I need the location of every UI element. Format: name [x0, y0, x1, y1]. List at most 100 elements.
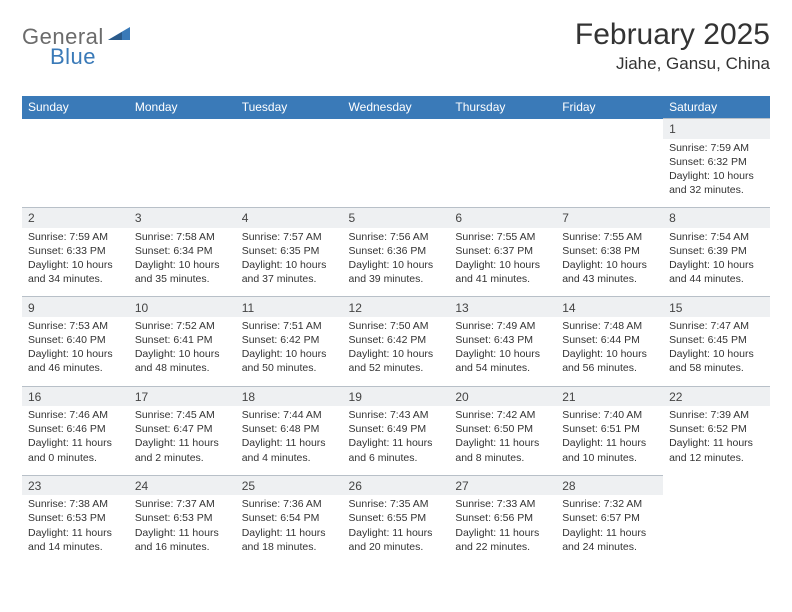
sunrise-text: Sunrise: 7:38 AM [28, 497, 123, 511]
location-subtitle: Jiahe, Gansu, China [575, 54, 770, 74]
sunset-text: Sunset: 6:35 PM [242, 244, 337, 258]
sunset-text: Sunset: 6:39 PM [669, 244, 764, 258]
daylight-text-2: and 39 minutes. [349, 272, 444, 286]
daylight-text-2: and 43 minutes. [562, 272, 657, 286]
day-number: 28 [556, 475, 663, 495]
day-number: 13 [449, 297, 556, 317]
day-number: 14 [556, 297, 663, 317]
daylight-text-2: and 54 minutes. [455, 361, 550, 375]
daylight-text-2: and 46 minutes. [28, 361, 123, 375]
sunrise-text: Sunrise: 7:58 AM [135, 230, 230, 244]
daylight-text-1: Daylight: 10 hours [28, 258, 123, 272]
day-number: 18 [236, 386, 343, 406]
day-empty [236, 119, 343, 139]
sunset-text: Sunset: 6:48 PM [242, 422, 337, 436]
daylight-text-2: and 35 minutes. [135, 272, 230, 286]
sunrise-text: Sunrise: 7:43 AM [349, 408, 444, 422]
day-empty-details [556, 139, 663, 208]
dayhead-sunday: Sunday [22, 96, 129, 119]
sunset-text: Sunset: 6:33 PM [28, 244, 123, 258]
day-details: Sunrise: 7:37 AMSunset: 6:53 PMDaylight:… [129, 495, 236, 564]
daylight-text-1: Daylight: 10 hours [242, 347, 337, 361]
day-details: Sunrise: 7:59 AMSunset: 6:33 PMDaylight:… [22, 228, 129, 297]
daylight-text-2: and 58 minutes. [669, 361, 764, 375]
day-number: 6 [449, 208, 556, 228]
sunset-text: Sunset: 6:46 PM [28, 422, 123, 436]
daylight-text-1: Daylight: 10 hours [349, 258, 444, 272]
sunrise-text: Sunrise: 7:39 AM [669, 408, 764, 422]
sunset-text: Sunset: 6:57 PM [562, 511, 657, 525]
day-number: 3 [129, 208, 236, 228]
day-number: 22 [663, 386, 770, 406]
daylight-text-2: and 6 minutes. [349, 451, 444, 465]
day-number: 9 [22, 297, 129, 317]
brand-triangle-icon [108, 24, 130, 45]
sunset-text: Sunset: 6:44 PM [562, 333, 657, 347]
dayhead-saturday: Saturday [663, 96, 770, 119]
daylight-text-1: Daylight: 10 hours [242, 258, 337, 272]
day-details: Sunrise: 7:38 AMSunset: 6:53 PMDaylight:… [22, 495, 129, 564]
day-empty-details [22, 139, 129, 208]
daylight-text-1: Daylight: 10 hours [562, 258, 657, 272]
day-details: Sunrise: 7:33 AMSunset: 6:56 PMDaylight:… [449, 495, 556, 564]
sunrise-text: Sunrise: 7:40 AM [562, 408, 657, 422]
daylight-text-2: and 2 minutes. [135, 451, 230, 465]
day-number: 8 [663, 208, 770, 228]
day-details: Sunrise: 7:51 AMSunset: 6:42 PMDaylight:… [236, 317, 343, 386]
sunrise-text: Sunrise: 7:52 AM [135, 319, 230, 333]
brand-text-blue: Blue [50, 44, 96, 69]
daylight-text-1: Daylight: 11 hours [242, 526, 337, 540]
sunset-text: Sunset: 6:41 PM [135, 333, 230, 347]
sunrise-text: Sunrise: 7:32 AM [562, 497, 657, 511]
sunset-text: Sunset: 6:51 PM [562, 422, 657, 436]
sunset-text: Sunset: 6:49 PM [349, 422, 444, 436]
dayhead-monday: Monday [129, 96, 236, 119]
daylight-text-2: and 10 minutes. [562, 451, 657, 465]
day-number: 4 [236, 208, 343, 228]
day-number: 17 [129, 386, 236, 406]
day-number: 20 [449, 386, 556, 406]
day-number: 2 [22, 208, 129, 228]
daylight-text-1: Daylight: 10 hours [349, 347, 444, 361]
daylight-text-1: Daylight: 11 hours [455, 526, 550, 540]
sunrise-text: Sunrise: 7:55 AM [562, 230, 657, 244]
sunset-text: Sunset: 6:53 PM [28, 511, 123, 525]
sunset-text: Sunset: 6:38 PM [562, 244, 657, 258]
day-number: 1 [663, 119, 770, 139]
daylight-text-2: and 34 minutes. [28, 272, 123, 286]
day-empty-details [449, 139, 556, 208]
daylight-text-1: Daylight: 10 hours [28, 347, 123, 361]
daylight-text-1: Daylight: 11 hours [562, 526, 657, 540]
sunrise-text: Sunrise: 7:48 AM [562, 319, 657, 333]
sunset-text: Sunset: 6:34 PM [135, 244, 230, 258]
sunset-text: Sunset: 6:32 PM [669, 155, 764, 169]
day-empty-details [129, 139, 236, 208]
daylight-text-2: and 37 minutes. [242, 272, 337, 286]
daylight-text-1: Daylight: 11 hours [455, 436, 550, 450]
sunset-text: Sunset: 6:55 PM [349, 511, 444, 525]
day-number: 5 [343, 208, 450, 228]
daylight-text-1: Daylight: 11 hours [669, 436, 764, 450]
daylight-text-1: Daylight: 10 hours [135, 258, 230, 272]
sunrise-text: Sunrise: 7:42 AM [455, 408, 550, 422]
day-number: 12 [343, 297, 450, 317]
daylight-text-1: Daylight: 10 hours [669, 258, 764, 272]
daylight-text-2: and 20 minutes. [349, 540, 444, 554]
day-details: Sunrise: 7:55 AMSunset: 6:38 PMDaylight:… [556, 228, 663, 297]
day-empty [129, 119, 236, 139]
sunset-text: Sunset: 6:52 PM [669, 422, 764, 436]
day-details: Sunrise: 7:52 AMSunset: 6:41 PMDaylight:… [129, 317, 236, 386]
sunset-text: Sunset: 6:50 PM [455, 422, 550, 436]
day-number: 7 [556, 208, 663, 228]
sunset-text: Sunset: 6:47 PM [135, 422, 230, 436]
sunset-text: Sunset: 6:53 PM [135, 511, 230, 525]
sunrise-text: Sunrise: 7:54 AM [669, 230, 764, 244]
sunset-text: Sunset: 6:56 PM [455, 511, 550, 525]
daylight-text-1: Daylight: 11 hours [28, 526, 123, 540]
daylight-text-1: Daylight: 11 hours [562, 436, 657, 450]
sunrise-text: Sunrise: 7:55 AM [455, 230, 550, 244]
daylight-text-2: and 44 minutes. [669, 272, 764, 286]
sunrise-text: Sunrise: 7:59 AM [669, 141, 764, 155]
sunset-text: Sunset: 6:54 PM [242, 511, 337, 525]
sunrise-text: Sunrise: 7:36 AM [242, 497, 337, 511]
